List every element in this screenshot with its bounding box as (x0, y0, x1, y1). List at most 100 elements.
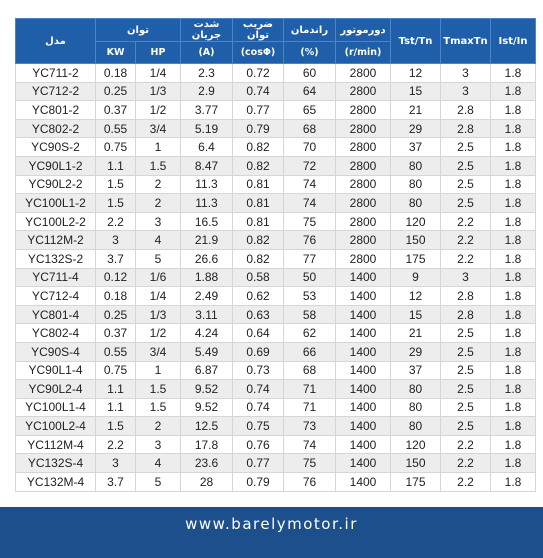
table-cell: 80 (390, 193, 441, 213)
table-cell: 2.2 (95, 211, 136, 232)
table-cell: 0.25 (95, 304, 136, 325)
table-cell: 74 (283, 174, 336, 195)
table-row: YC712-2 0.25 1/3 2.9 0.74 64 2800 15 3 1.8 (15, 81, 536, 102)
table-cell: YC112M-4 (15, 434, 96, 455)
table-row: YC90S-2 0.75 1 6.4 0.82 70 2800 37 2.5 1.8 (15, 137, 536, 157)
table-cell: 1400 (335, 360, 391, 381)
table-cell: 2.5 (440, 416, 491, 436)
table-cell: 3/4 (135, 341, 181, 362)
table-cell: 2800 (335, 155, 391, 176)
table-cell: 64 (283, 81, 336, 102)
table-cell: 23.6 (180, 453, 233, 474)
table-cell: 0.74 (232, 379, 284, 399)
table-cell: 68 (283, 118, 336, 139)
table-cell: 1.8 (490, 379, 536, 399)
table-row: YC712-4 0.18 1/4 2.49 0.62 53 1400 12 2.8 1.8 (15, 286, 536, 306)
table-cell: 9 (390, 267, 441, 288)
table-cell: 3 (95, 230, 136, 250)
spec-table: مدل توان شدت جریان ضریب توان راندمان دور… (15, 18, 536, 492)
table-cell: 1.8 (490, 453, 536, 474)
table-cell: 1400 (335, 434, 391, 455)
table-cell: 2.2 (440, 434, 491, 455)
table-cell: 0.37 (95, 100, 136, 120)
table-cell: YC801-4 (15, 304, 96, 325)
table-cell: 0.25 (95, 81, 136, 102)
table-cell: 1.8 (490, 118, 536, 139)
table-cell: 26.6 (180, 248, 233, 269)
table-cell: 1.88 (180, 267, 233, 288)
table-cell: 2.2 (440, 472, 491, 492)
table-cell: 3.11 (180, 304, 233, 325)
table-cell: 1.8 (490, 267, 536, 288)
table-cell: 2800 (335, 174, 391, 195)
table-cell: 2.5 (440, 137, 491, 157)
table-cell: 175 (390, 472, 441, 492)
table-cell: 2.5 (440, 155, 491, 176)
table-cell: 75 (283, 211, 336, 232)
table-cell: YC132S-4 (15, 453, 96, 474)
table-cell: 1.1 (95, 155, 136, 176)
header-cell: (r/min) (335, 41, 391, 64)
table-cell: YC90S-2 (15, 137, 96, 157)
table-cell: YC132M-4 (15, 472, 96, 492)
table-cell: 60 (283, 63, 336, 83)
header-cell: Tst/Tn (390, 18, 441, 64)
table-cell: 175 (390, 248, 441, 269)
table-cell: 0.76 (232, 434, 284, 455)
table-cell: 2800 (335, 118, 391, 139)
table-row: YC112M-4 2.2 3 17.8 0.76 74 1400 120 2.2 1.8 (15, 434, 536, 455)
table-row: YC90L1-2 1.1 1.5 8.47 0.82 72 2800 80 2.5 1.8 (15, 155, 536, 176)
table-cell: 2.5 (440, 397, 491, 418)
table-cell: 2800 (335, 211, 391, 232)
table-row: YC100L2-4 1.5 2 12.5 0.75 73 1400 80 2.5 1.8 (15, 416, 536, 436)
table-row: YC132M-4 3.7 5 28 0.79 76 1400 175 2.2 1.8 (15, 472, 536, 492)
table-row: YC100L1-4 1.1 1.5 9.52 0.74 71 1400 80 2.5 1.8 (15, 397, 536, 418)
table-cell: 3 (440, 63, 491, 83)
website: www.barelymotor.ir (185, 515, 358, 533)
table-cell: 6.4 (180, 137, 233, 157)
table-cell: 0.79 (232, 472, 284, 492)
table-cell: YC90L1-2 (15, 155, 96, 176)
table-cell: 71 (283, 397, 336, 418)
table-cell: 2.3 (180, 63, 233, 83)
table-row: YC100L2-2 2.2 3 16.5 0.81 75 2800 120 2.2 1.8 (15, 211, 536, 232)
table-cell: 1.5 (95, 174, 136, 195)
table-cell: 1 (135, 137, 181, 157)
table-cell: 150 (390, 230, 441, 250)
table-cell: YC712-4 (15, 286, 96, 306)
table-cell: 2.5 (440, 323, 491, 343)
table-cell: YC801-2 (15, 100, 96, 120)
table-cell: 3.7 (95, 472, 136, 492)
table-cell: 2.8 (440, 100, 491, 120)
table-cell: 1400 (335, 397, 391, 418)
table-cell: YC112M-2 (15, 230, 96, 250)
header-cell: HP (135, 41, 181, 64)
table-cell: 29 (390, 341, 441, 362)
table-cell: 1400 (335, 472, 391, 492)
table-cell: 2800 (335, 63, 391, 83)
table-cell: 0.63 (232, 304, 284, 325)
table-cell: 62 (283, 323, 336, 343)
table-cell: 37 (390, 137, 441, 157)
table-cell: YC90S-4 (15, 341, 96, 362)
table-cell: 0.69 (232, 341, 284, 362)
table-cell: YC90L2-4 (15, 379, 96, 399)
table-cell: 1.8 (490, 472, 536, 492)
table-row: YC132S-2 3.7 5 26.6 0.82 77 2800 175 2.2 1.8 (15, 248, 536, 269)
table-cell: 0.18 (95, 286, 136, 306)
table-cell: YC802-4 (15, 323, 96, 343)
table-cell: YC132S-2 (15, 248, 96, 269)
table-cell: YC712-2 (15, 81, 96, 102)
table-cell: 2800 (335, 81, 391, 102)
table-cell: 2.9 (180, 81, 233, 102)
table-cell: 5 (135, 248, 181, 269)
table-cell: 0.75 (95, 360, 136, 381)
table-cell: 0.81 (232, 211, 284, 232)
table-cell: 21 (390, 100, 441, 120)
table-row: YC132S-4 3 4 23.6 0.77 75 1400 150 2.2 1.8 (15, 453, 536, 474)
table-cell: 3 (135, 434, 181, 455)
table-cell: 74 (283, 434, 336, 455)
table-cell: 71 (283, 379, 336, 399)
table-row: YC802-4 0.37 1/2 4.24 0.64 62 1400 21 2.5 1.8 (15, 323, 536, 343)
table-cell: 80 (390, 155, 441, 176)
